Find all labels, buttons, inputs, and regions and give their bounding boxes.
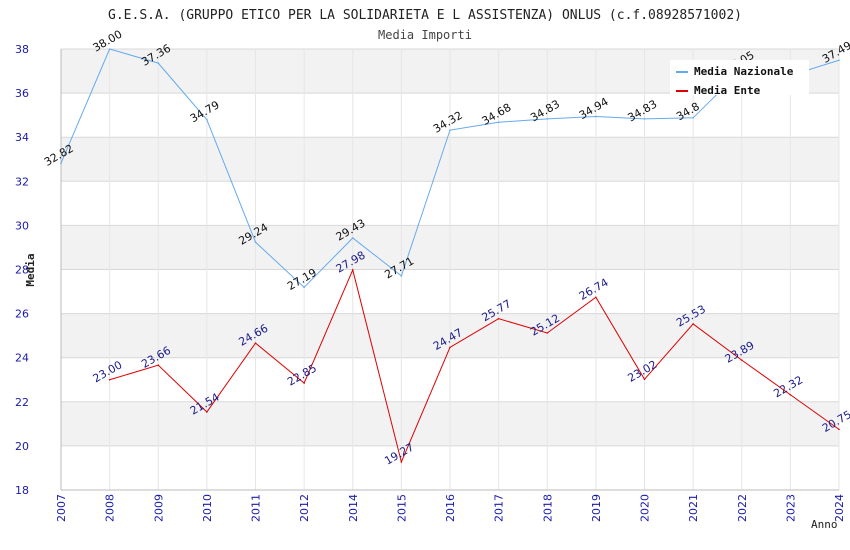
data-point [643, 378, 646, 381]
data-point [497, 317, 500, 320]
gridlines [60, 48, 840, 491]
data-point [157, 62, 160, 64]
data-point [206, 118, 208, 121]
data-point [351, 237, 354, 239]
data-point [108, 48, 111, 50]
data-point [497, 121, 500, 124]
y-tick-label: 34 [15, 131, 29, 144]
y-axis-ticks: 18 20 22 24 26 28 30 32 34 36 38 [15, 43, 29, 497]
data-point [449, 129, 451, 131]
data-point [595, 115, 597, 118]
data-point [789, 393, 792, 396]
x-tick-label: 2024 [833, 494, 846, 522]
x-tick-label: 2012 [298, 494, 311, 522]
data-point [303, 382, 305, 384]
chart-subtitle: Media Importi [378, 28, 472, 42]
y-axis-label: Media [24, 253, 37, 286]
y-tick-label: 22 [15, 396, 29, 409]
chart-title: G.E.S.A. (GRUPPO ETICO PER LA SOLIDARIET… [108, 8, 742, 23]
x-tick-label: 2011 [250, 494, 263, 522]
data-point [595, 296, 597, 299]
data-point [351, 269, 354, 271]
data-point [206, 411, 208, 413]
x-tick-label: 2018 [541, 494, 554, 522]
y-tick-label: 24 [15, 352, 29, 365]
data-point [546, 118, 549, 120]
series-line-media-ente [109, 268, 840, 464]
x-tick-label: 2016 [444, 494, 457, 522]
legend-label-nazionale: Media Nazionale [694, 65, 794, 78]
data-point [546, 332, 549, 334]
data-point [692, 116, 694, 119]
data-point [254, 342, 257, 344]
data-point [692, 323, 694, 325]
data-point [157, 364, 160, 366]
data-point [449, 346, 451, 349]
data-point [303, 286, 305, 289]
data-point [740, 359, 743, 361]
x-tick-label: 2009 [152, 494, 165, 522]
y-tick-label: 28 [15, 264, 29, 277]
data-point [838, 428, 840, 431]
y-tick-label: 18 [15, 484, 29, 497]
data-point [254, 241, 257, 243]
x-tick-label: 2014 [347, 494, 360, 522]
data-point [838, 59, 840, 62]
legend-box [670, 60, 809, 95]
y-tick-label: 20 [15, 440, 29, 453]
x-tick-label: 2023 [784, 494, 797, 522]
x-tick-label: 2020 [639, 494, 652, 522]
x-tick-label: 2010 [201, 494, 214, 522]
x-tick-label: 2015 [395, 494, 408, 522]
y-tick-label: 36 [15, 87, 29, 100]
data-point [60, 162, 62, 165]
y-tick-label: 30 [15, 219, 29, 232]
data-point [400, 461, 403, 463]
x-axis-label: Anno [811, 518, 838, 531]
y-tick-label: 38 [15, 43, 29, 56]
legend-label-ente: Media Ente [694, 84, 761, 97]
x-tick-label: 2007 [55, 494, 68, 522]
y-tick-label: 26 [15, 308, 29, 321]
data-point [643, 118, 646, 120]
x-axis-ticks: 2007 2008 2009 2010 2011 2012 2014 2015 2016 2017… [55, 494, 846, 522]
x-tick-label: 2019 [590, 494, 603, 522]
data-point [108, 378, 111, 381]
data-point [400, 275, 403, 277]
legend: Media Nazionale Media Ente [670, 60, 809, 97]
x-tick-label: 2017 [493, 494, 506, 522]
x-tick-label: 2021 [687, 494, 700, 522]
y-tick-label: 32 [15, 175, 29, 188]
x-tick-label: 2022 [736, 494, 749, 522]
x-tick-label: 2008 [104, 494, 117, 522]
